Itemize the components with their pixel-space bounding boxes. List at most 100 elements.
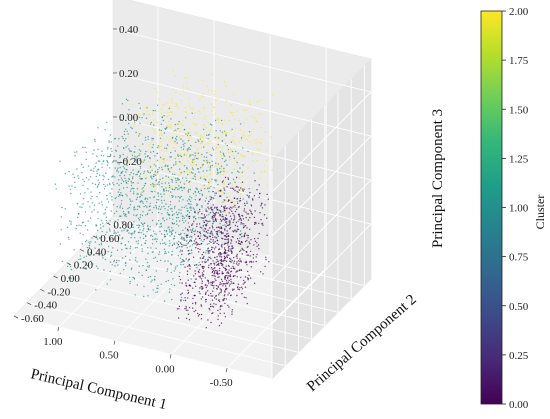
grid-x [170,254,271,355]
scatter-point-cluster-2 [252,160,254,162]
scatter-point-cluster-2 [169,167,172,170]
scatter-point-cluster-1 [151,137,153,139]
scatter-point-cluster-1 [154,275,156,278]
scatter-point-cluster-1 [157,219,160,222]
scatter-point-cluster-0 [218,269,221,272]
scatter-point-cluster-0 [234,275,236,277]
scatter-point-cluster-1 [125,171,127,173]
scatter-point-cluster-0 [237,213,240,216]
scatter-point-cluster-0 [266,193,268,196]
scatter-point-cluster-1 [206,222,208,225]
scatter-point-cluster-1 [78,177,80,179]
scatter-point-cluster-0 [196,244,198,246]
scatter-point-cluster-1 [84,192,86,194]
scatter-point-cluster-1 [83,180,86,183]
scatter-point-cluster-2 [170,124,172,126]
scatter-point-cluster-1 [109,167,111,169]
scatter-point-cluster-1 [196,266,198,269]
scatter-point-cluster-1 [173,188,176,191]
scatter-point-cluster-1 [122,137,124,140]
scatter-point-cluster-0 [212,212,214,214]
scatter-point-cluster-1 [107,155,109,158]
scatter-point-cluster-1 [89,206,91,208]
scatter-point-cluster-1 [153,206,155,209]
scatter-point-cluster-0 [181,282,183,284]
scatter-point-cluster-2 [256,120,259,123]
scatter-point-cluster-0 [246,239,248,242]
scatter-point-cluster-1 [150,176,152,178]
scatter-point-cluster-1 [124,255,127,258]
scatter-point-cluster-0 [214,275,216,277]
scatter-point-cluster-1 [151,279,153,281]
scatter-point-cluster-1 [152,109,154,112]
scatter-point-cluster-0 [201,217,203,219]
scatter-point-cluster-0 [228,245,230,247]
scatter-point-cluster-1 [172,137,174,139]
scatter-point-cluster-1 [152,230,155,232]
x-tick-label: 1.00 [43,336,63,348]
scatter-point-cluster-0 [241,253,243,255]
scatter-point-cluster-0 [220,290,223,292]
scatter-point-cluster-2 [226,192,228,195]
scatter-point-cluster-2 [195,145,197,148]
scatter-point-cluster-1 [129,200,132,202]
scatter-point-cluster-0 [231,210,233,212]
scatter-point-cluster-1 [118,189,121,191]
scatter-point-cluster-1 [92,182,94,185]
scatter-point-cluster-1 [128,206,130,209]
scatter-point-cluster-0 [236,208,238,211]
scatter-point-cluster-0 [185,282,187,284]
scatter-point-cluster-1 [175,161,177,163]
scatter-point-cluster-0 [223,235,226,237]
scatter-point-cluster-1 [178,240,180,243]
scatter-point-cluster-1 [174,205,176,208]
scatter-point-cluster-0 [252,254,255,256]
scatter-point-cluster-1 [146,213,149,216]
scatter-point-cluster-1 [108,228,111,230]
scatter-point-cluster-0 [223,255,226,258]
y-tick-label: 0.20 [74,260,94,272]
scatter-point-cluster-1 [121,248,123,251]
scatter-point-cluster-0 [231,187,234,189]
scatter-point-cluster-0 [236,185,238,188]
scatter-point-cluster-1 [221,140,223,142]
scatter-point-cluster-1 [171,194,173,197]
scatter-point-cluster-0 [211,274,213,277]
scatter-point-cluster-1 [146,201,148,203]
scatter-point-cluster-2 [194,175,196,177]
scatter-point-cluster-0 [198,314,201,316]
scatter-point-cluster-2 [219,146,221,148]
scatter-point-cluster-2 [137,151,139,154]
scatter-point-cluster-0 [230,187,232,189]
scatter-point-cluster-1 [162,218,164,220]
scatter-point-cluster-1 [126,130,128,132]
scatter-point-cluster-2 [204,115,207,117]
scatter-point-cluster-0 [222,180,224,182]
scatter-point-cluster-1 [118,237,120,239]
scatter-point-cluster-2 [269,136,272,138]
scatter-point-cluster-0 [220,322,223,324]
scatter-point-cluster-2 [244,135,247,137]
colorbar: 0.000.250.500.751.001.251.501.752.00 Clu… [480,6,547,411]
scatter-point-cluster-1 [111,188,113,190]
scatter-point-cluster-0 [227,178,230,180]
scatter-point-cluster-1 [114,149,117,151]
scatter-point-cluster-0 [199,243,201,246]
scatter-point-cluster-2 [222,174,225,176]
scatter-point-cluster-1 [164,260,166,262]
scatter-point-cluster-1 [136,193,138,195]
scatter-point-cluster-2 [215,165,218,167]
scatter-point-cluster-0 [218,195,221,197]
scatter-point-cluster-0 [236,253,238,256]
scatter-point-cluster-2 [191,160,193,163]
scatter-point-cluster-0 [252,257,255,259]
scatter-point-cluster-0 [232,212,234,215]
scatter-point-cluster-2 [130,153,132,155]
scatter-point-cluster-0 [185,285,188,287]
scatter-point-cluster-1 [130,150,133,153]
scatter-point-cluster-1 [83,256,85,259]
scatter-point-cluster-0 [216,256,218,258]
scatter-point-cluster-1 [119,215,122,217]
scatter-point-cluster-0 [231,201,233,203]
scatter-point-cluster-0 [243,296,245,298]
